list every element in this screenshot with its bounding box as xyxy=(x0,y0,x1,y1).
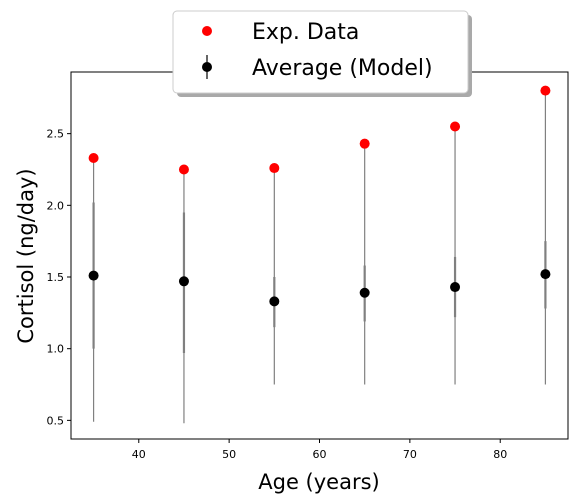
y-tick-label: 0.5 xyxy=(47,414,65,427)
exp-data-point xyxy=(450,121,461,132)
model-average-point xyxy=(450,282,461,293)
x-tick-label: 50 xyxy=(222,448,236,461)
x-tick-label: 60 xyxy=(313,448,327,461)
exp-data-point xyxy=(540,85,551,96)
exp-data-point xyxy=(178,164,189,175)
exp-data-point xyxy=(269,163,280,174)
legend-label-exp-data: Exp. Data xyxy=(252,20,359,45)
y-tick-label: 1.0 xyxy=(47,343,65,356)
model-average-point xyxy=(540,269,551,280)
exp-data-point xyxy=(359,138,370,149)
plot-frame xyxy=(70,71,569,440)
error-bars xyxy=(92,90,547,424)
model-average-point xyxy=(88,270,99,281)
y-axis-label: Cortisol (ng/day) xyxy=(14,168,38,343)
x-axis-label: Age (years) xyxy=(258,470,379,494)
legend-label-average-model: Average (Model) xyxy=(252,56,433,81)
x-tick-label: 40 xyxy=(132,448,146,461)
model-average-point xyxy=(178,276,189,287)
y-tick-label: 2.0 xyxy=(47,199,65,212)
y-tick-label: 1.5 xyxy=(47,271,65,284)
y-tick-label: 2.5 xyxy=(47,128,65,141)
x-axis-ticks: 40 50 60 70 80 xyxy=(132,439,507,461)
model-average-point xyxy=(269,296,280,307)
data-markers xyxy=(88,85,551,307)
legend-marker-exp-data xyxy=(202,26,212,36)
model-average-point xyxy=(359,287,370,298)
y-axis-ticks: 0.5 1.0 1.5 2.0 2.5 xyxy=(47,128,71,427)
x-tick-label: 70 xyxy=(403,448,417,461)
x-tick-label: 80 xyxy=(493,448,507,461)
legend: Exp. Data Average (Model) xyxy=(172,10,472,97)
legend-marker-average-model xyxy=(202,62,212,72)
legend-box xyxy=(172,10,469,94)
exp-data-point xyxy=(88,153,99,164)
